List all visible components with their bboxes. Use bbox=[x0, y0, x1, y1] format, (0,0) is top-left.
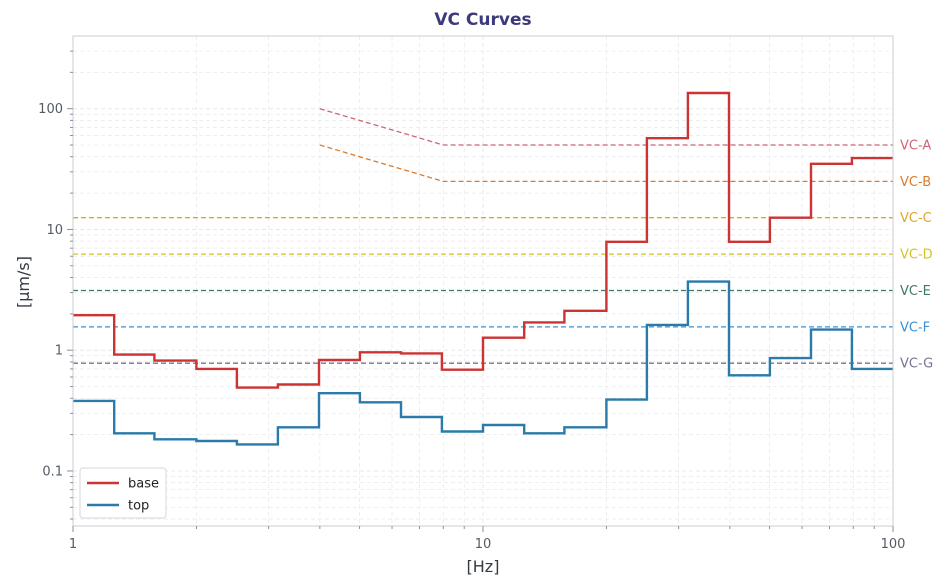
y-tick-label: 1 bbox=[55, 344, 63, 359]
legend-label-top: top bbox=[128, 499, 149, 514]
y-tick-label: 100 bbox=[38, 102, 63, 117]
legend: base top bbox=[79, 467, 167, 519]
grid bbox=[73, 36, 893, 526]
legend-label-base: base bbox=[128, 477, 159, 492]
chart-title: VC Curves bbox=[434, 10, 531, 30]
axes: 1 10 100 0.1 1 10 100 bbox=[38, 35, 906, 552]
reference-line-vc-b bbox=[319, 144, 893, 183]
x-tick-label: 10 bbox=[475, 537, 492, 552]
x-tick-label: 100 bbox=[881, 537, 906, 552]
y-tick-label: 10 bbox=[46, 223, 63, 238]
reference-label-vc-c: VC-C bbox=[900, 211, 932, 226]
x-tick-label: 1 bbox=[69, 537, 77, 552]
reference-curves: VC-A VC-B VC-C VC-D VC-E VC-F VC-G bbox=[73, 108, 933, 372]
data-series bbox=[73, 91, 893, 446]
reference-label-vc-e: VC-E bbox=[900, 284, 931, 299]
reference-label-vc-d: VC-D bbox=[900, 248, 933, 263]
y-axis-label: [µm/s] bbox=[14, 256, 33, 308]
x-axis-label: [Hz] bbox=[467, 557, 500, 576]
series-line-top bbox=[73, 280, 893, 446]
y-tick-label: 0.1 bbox=[42, 464, 63, 479]
series-line-base bbox=[73, 91, 893, 389]
reference-label-vc-b: VC-B bbox=[900, 175, 931, 190]
reference-label-vc-g: VC-G bbox=[900, 357, 933, 372]
reference-label-vc-a: VC-A bbox=[900, 139, 931, 154]
reference-label-vc-f: VC-F bbox=[900, 320, 930, 335]
reference-line-vc-a bbox=[319, 108, 893, 146]
legend-box bbox=[79, 467, 167, 519]
